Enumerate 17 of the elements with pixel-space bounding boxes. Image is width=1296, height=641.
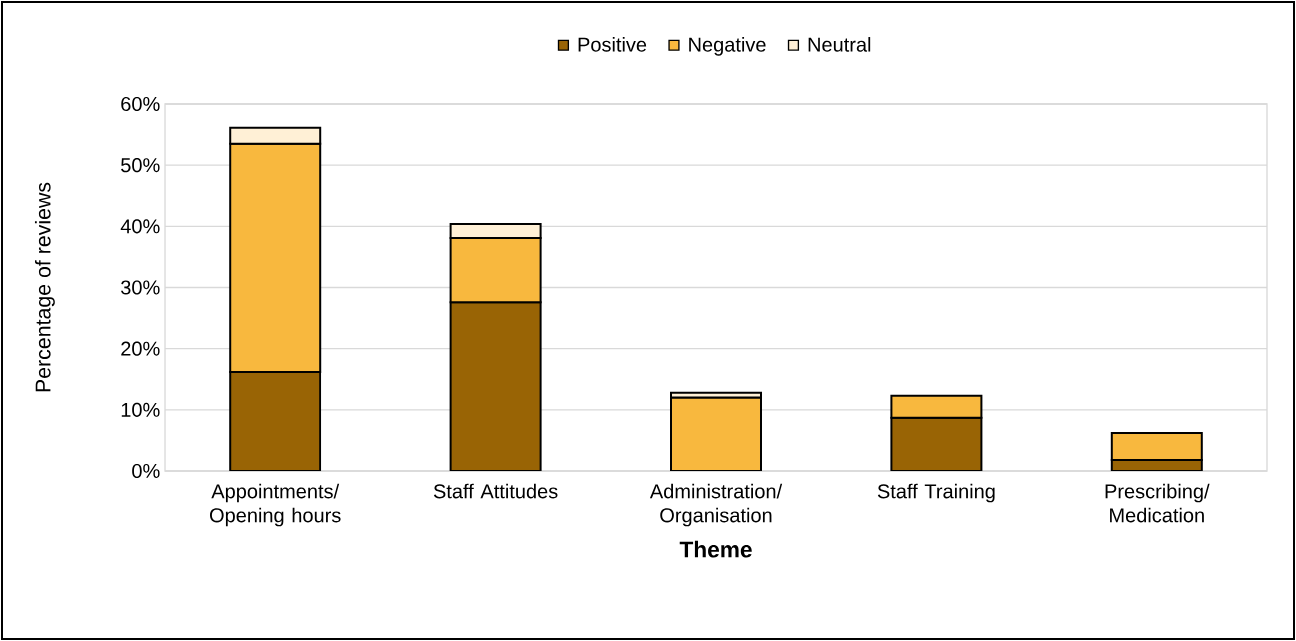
y-tick-label: 10%	[121, 402, 160, 417]
y-tick-label: 50%	[121, 158, 160, 173]
y-tick-label: 60%	[121, 96, 160, 112]
x-tick-label: Staff Attitudes	[433, 483, 558, 499]
x-tick-label: Appointments/ Opening hours	[209, 483, 341, 527]
x-tick-label: Staff Training	[877, 483, 995, 503]
y-tick-label: 0%	[132, 463, 160, 479]
x-tick-label: Prescribing/ Medication	[1105, 483, 1210, 523]
legend-label: Neutral	[808, 37, 871, 52]
x-tick-label: Administration/ Organisation	[649, 483, 783, 527]
y-tick-label: 40%	[120, 219, 160, 234]
y-tick-label: 30%	[121, 280, 160, 295]
legend-label: Negative	[689, 37, 766, 56]
y-axis-title: Percentage of reviews	[34, 182, 55, 392]
x-axis-title: Theme	[679, 540, 752, 558]
y-tick-label: 20%	[121, 341, 160, 356]
legend-label: Positive	[578, 37, 647, 52]
